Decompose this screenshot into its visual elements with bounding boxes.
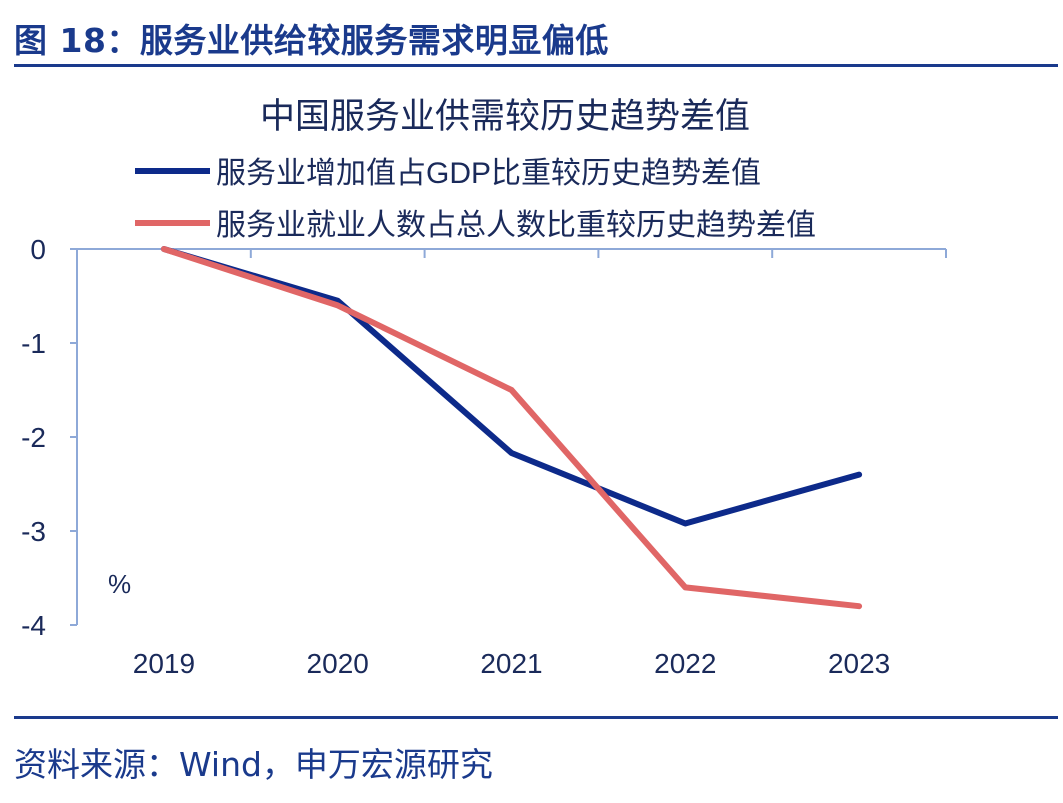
x-tick-labels: 2019 2020 2021 2022 2023 — [133, 648, 890, 679]
series-line-gdp — [160, 246, 863, 527]
y-tick-label: 0 — [30, 234, 46, 265]
title-divider — [14, 64, 1058, 67]
x-tick-label: 2019 — [133, 648, 195, 679]
x-tick-label: 2023 — [828, 648, 890, 679]
chart-title: 中国服务业供需较历史趋势差值 — [260, 97, 750, 136]
series-lines — [160, 246, 863, 610]
source-divider — [14, 716, 1058, 719]
series-line-emp — [160, 246, 863, 610]
legend-label-emp: 服务业就业人数占总人数比重较历史趋势差值 — [216, 209, 816, 242]
x-tick-label: 2022 — [654, 648, 716, 679]
y-unit-label: % — [108, 569, 131, 599]
y-tick-label: -4 — [21, 610, 46, 641]
y-tick-label: -1 — [21, 328, 46, 359]
line-chart: 中国服务业供需较历史趋势差值 服务业增加值占GDP比重较历史趋势差值 服务业就业… — [21, 97, 947, 679]
figure-title: 图 18：服务业供给较服务需求明显偏低 — [14, 21, 609, 60]
x-tick-label: 2021 — [480, 648, 542, 679]
x-tick-label: 2020 — [307, 648, 369, 679]
y-tick-labels: 0 -1 -2 -3 -4 — [21, 234, 46, 641]
y-tick-label: -2 — [21, 422, 46, 453]
axes — [70, 248, 947, 626]
legend-label-gdp: 服务业增加值占GDP比重较历史趋势差值 — [216, 157, 761, 190]
legend: 服务业增加值占GDP比重较历史趋势差值 服务业就业人数占总人数比重较历史趋势差值 — [135, 157, 816, 242]
y-tick-label: -3 — [21, 516, 46, 547]
source-note: 资料来源：Wind，申万宏源研究 — [14, 745, 493, 784]
